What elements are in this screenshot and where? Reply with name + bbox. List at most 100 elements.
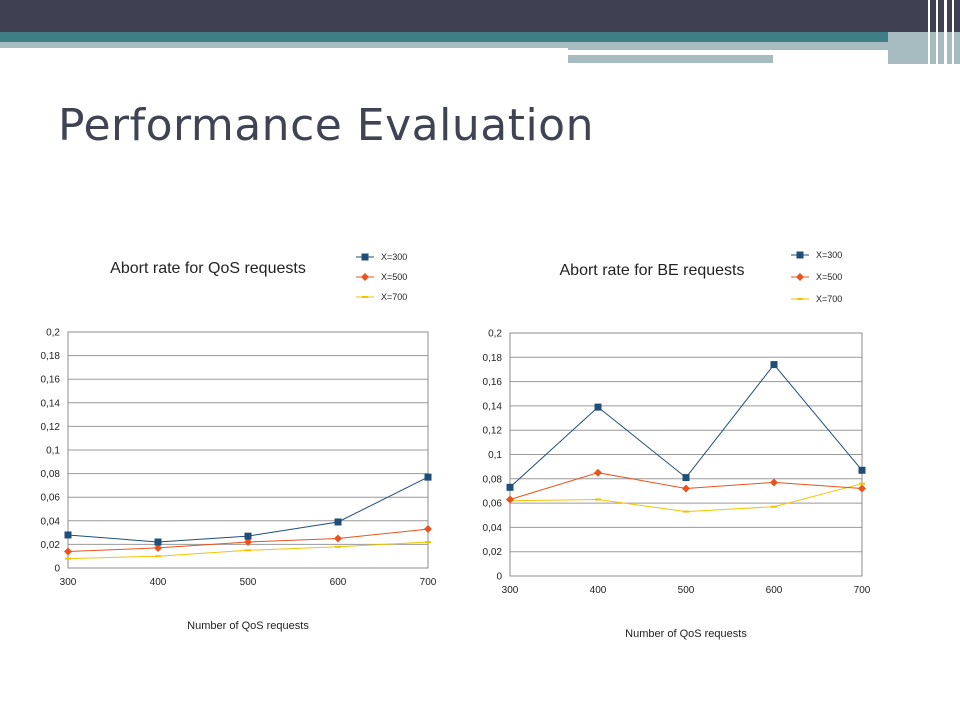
chart-title: Abort rate for QoS requests [110, 260, 306, 277]
banner-light-stripe [568, 42, 888, 51]
data-point [334, 518, 342, 526]
y-tick-label: 0,18 [41, 351, 61, 362]
y-tick-label: 0,08 [483, 474, 503, 485]
x-tick-label: 400 [590, 585, 607, 596]
y-tick-label: 0,2 [46, 328, 60, 339]
y-tick-label: 0,18 [483, 353, 503, 364]
legend-item: X=500 [356, 272, 407, 282]
y-tick-label: 0,1 [488, 450, 502, 461]
data-point [770, 361, 778, 369]
y-tick-label: 0,2 [488, 329, 502, 340]
y-tick-label: 0,14 [41, 398, 61, 409]
y-tick-label: 0 [496, 572, 502, 583]
legend: X=300 X=500 X=700 [356, 252, 407, 302]
y-tick-label: 0,06 [483, 499, 503, 510]
data-point [506, 495, 514, 504]
chart-title: Abort rate for BE requests [560, 262, 745, 279]
series-x-300 [506, 361, 866, 491]
data-point [771, 505, 777, 508]
data-point [154, 538, 162, 546]
legend-item: X=700 [356, 292, 407, 302]
data-point [335, 545, 341, 548]
data-point [64, 547, 72, 556]
series-x-300 [64, 473, 432, 546]
legend-item: X=300 [356, 252, 407, 262]
legend-label: X=700 [816, 294, 842, 304]
data-point [361, 273, 369, 281]
y-tick-label: 0,02 [483, 547, 503, 558]
banner-dark-bar [0, 0, 960, 32]
banner-edge-line [944, 0, 947, 64]
legend-label: X=300 [816, 250, 842, 260]
data-point [859, 482, 865, 485]
x-tick-label: 300 [502, 585, 519, 596]
data-point [361, 253, 369, 261]
data-point [858, 466, 866, 474]
x-tick-label: 500 [678, 585, 695, 596]
y-tick-label: 0,04 [483, 523, 503, 534]
banner-teal-stripe [0, 32, 960, 42]
x-tick-label: 600 [766, 585, 783, 596]
legend: X=300 X=500 X=700 [791, 250, 842, 304]
banner-light-stripe [568, 55, 773, 64]
y-tick-label: 0,16 [483, 377, 503, 388]
plot-area-frame [509, 332, 863, 577]
legend-label: X=500 [816, 272, 842, 282]
x-tick-label: 400 [150, 577, 167, 588]
x-tick-label: 500 [240, 577, 257, 588]
data-point [797, 298, 803, 300]
data-point [244, 538, 252, 547]
abort-rate-qos-chart: Abort rate for QoS requests 0 0,02 0,04 0,06… [41, 252, 437, 632]
data-point [594, 468, 602, 477]
series-x-500 [64, 525, 432, 556]
data-point [682, 484, 690, 493]
data-point [65, 557, 71, 560]
data-point [595, 498, 601, 501]
series-x-500 [506, 468, 866, 504]
data-point [424, 473, 432, 481]
data-point [683, 510, 689, 513]
data-point [682, 474, 690, 482]
data-point [796, 251, 804, 259]
y-tick-label: 0,12 [41, 422, 61, 433]
legend-item: X=700 [791, 294, 842, 304]
data-point [425, 541, 431, 544]
data-point [424, 525, 432, 534]
y-tick-label: 0,1 [46, 446, 60, 457]
abort-rate-be-chart: Abort rate for BE requests 0 0,02 0,04 0,06 0… [483, 250, 871, 640]
data-point [64, 531, 72, 539]
data-point [245, 549, 251, 552]
banner-light-stripe [0, 42, 568, 48]
series-line [67, 476, 429, 543]
banner-edge-line [936, 0, 938, 64]
data-point [155, 555, 161, 558]
x-tick-label: 600 [330, 577, 347, 588]
series-line [509, 363, 863, 488]
legend-item: X=300 [791, 250, 842, 260]
data-point [244, 532, 252, 540]
data-point [506, 483, 514, 491]
x-axis-label: Number of QoS requests [187, 620, 309, 632]
banner-white-line [568, 50, 888, 52]
data-point [362, 296, 368, 298]
header-banner [0, 0, 960, 65]
slide-title: Performance Evaluation [58, 100, 594, 151]
series-x-700 [65, 541, 431, 560]
legend-label: X=300 [381, 252, 407, 262]
data-point [796, 273, 804, 281]
x-tick-label: 700 [420, 577, 437, 588]
banner-light-stripe [888, 32, 960, 64]
data-point [334, 534, 342, 543]
data-point [594, 403, 602, 411]
plot-area-frame [67, 331, 429, 569]
x-tick-label: 700 [854, 585, 871, 596]
banner-edge-line [928, 0, 930, 64]
y-tick-label: 0,14 [483, 401, 503, 412]
banner-edge-line [952, 0, 954, 64]
legend-label: X=700 [381, 292, 407, 302]
data-point [154, 543, 162, 552]
x-axis-label: Number of QoS requests [625, 628, 747, 640]
y-tick-label: 0 [54, 564, 60, 575]
legend-item: X=500 [791, 272, 842, 282]
legend-label: X=500 [381, 272, 407, 282]
